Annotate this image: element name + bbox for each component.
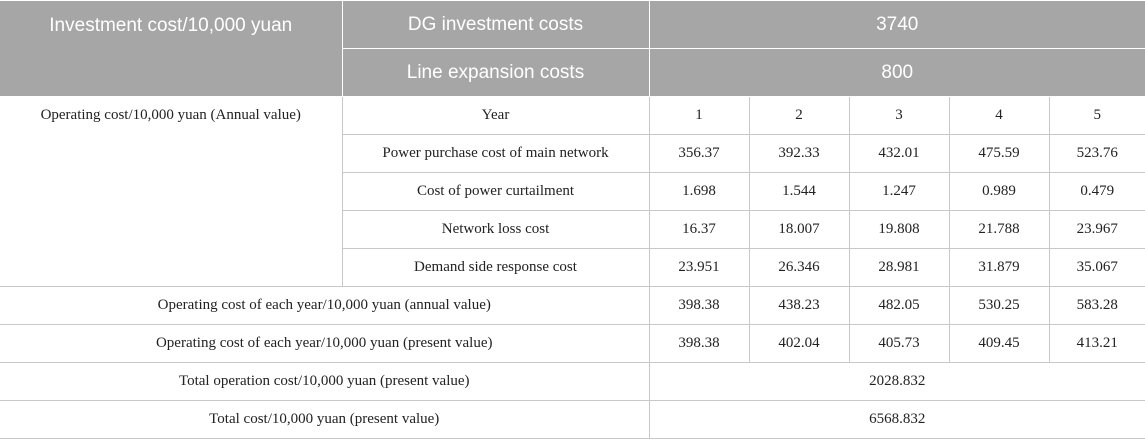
- row-label: Network loss cost: [342, 210, 650, 249]
- header-row-dg: Investment cost/10,000 yuan DG investmen…: [0, 0, 1145, 97]
- total-cost-value: 6568.832: [648, 400, 1145, 439]
- row-label: Operating cost of each year/10,000 yuan …: [0, 286, 650, 325]
- value-cell: 523.76: [1048, 134, 1145, 173]
- value-cell: 438.23: [748, 286, 850, 325]
- year-row: Operating cost/10,000 yuan (Annual value…: [0, 96, 1145, 287]
- table-row: Cost of power curtailment 1.698 1.544 1.…: [0, 172, 1145, 211]
- year-cell: 3: [848, 96, 950, 135]
- total-operation-row: Total operation cost/10,000 yuan (presen…: [0, 362, 1145, 401]
- row-label: Operating cost of each year/10,000 yuan …: [0, 324, 650, 363]
- row-label: Total cost/10,000 yuan (present value): [0, 400, 650, 439]
- row-label: Total operation cost/10,000 yuan (presen…: [0, 362, 650, 401]
- row-label: Cost of power curtailment: [342, 172, 650, 211]
- dg-investment-label: DG investment costs: [341, 0, 650, 49]
- value-cell: 35.067: [1048, 248, 1145, 287]
- value-cell: 1.247: [848, 172, 950, 211]
- year-cell: 2: [748, 96, 850, 135]
- line-expansion-value: 800: [648, 48, 1145, 97]
- annual-total-row: Operating cost of each year/10,000 yuan …: [0, 286, 1145, 325]
- operating-cost-label: Operating cost/10,000 yuan (Annual value…: [0, 96, 343, 287]
- value-cell: 0.989: [948, 172, 1050, 211]
- value-cell: 392.33: [748, 134, 850, 173]
- table-row: Demand side response cost 23.951 26.346 …: [0, 248, 1145, 287]
- present-total-row: Operating cost of each year/10,000 yuan …: [0, 324, 1145, 363]
- value-cell: 398.38: [648, 286, 750, 325]
- value-cell: 482.05: [848, 286, 950, 325]
- value-cell: 0.479: [1048, 172, 1145, 211]
- value-cell: 16.37: [648, 210, 750, 249]
- year-cell: 5: [1048, 96, 1145, 135]
- value-cell: 26.346: [748, 248, 850, 287]
- value-cell: 475.59: [948, 134, 1050, 173]
- line-expansion-label: Line expansion costs: [342, 48, 650, 97]
- value-cell: 19.808: [848, 210, 950, 249]
- value-cell: 405.73: [848, 324, 950, 363]
- total-cost-row: Total cost/10,000 yuan (present value) 6…: [0, 400, 1145, 439]
- value-cell: 1.544: [748, 172, 850, 211]
- value-cell: 21.788: [948, 210, 1050, 249]
- row-label: Demand side response cost: [342, 248, 650, 287]
- table-row: Power purchase cost of main network 356.…: [0, 134, 1145, 173]
- value-cell: 432.01: [848, 134, 950, 173]
- year-cell: 4: [948, 96, 1050, 135]
- table-row: Network loss cost 16.37 18.007 19.808 21…: [0, 210, 1145, 249]
- value-cell: 23.967: [1048, 210, 1145, 249]
- value-cell: 413.21: [1048, 324, 1145, 363]
- value-cell: 409.45: [948, 324, 1050, 363]
- investment-cost-header: Investment cost/10,000 yuan: [0, 0, 343, 97]
- year-label: Year: [341, 96, 650, 135]
- value-cell: 31.879: [948, 248, 1050, 287]
- row-label: Power purchase cost of main network: [342, 134, 650, 173]
- value-cell: 398.38: [648, 324, 750, 363]
- header-row-line: Line expansion costs 800: [0, 48, 1145, 97]
- value-cell: 28.981: [848, 248, 950, 287]
- value-cell: 18.007: [748, 210, 850, 249]
- value-cell: 23.951: [648, 248, 750, 287]
- value-cell: 1.698: [648, 172, 750, 211]
- total-operation-value: 2028.832: [648, 362, 1145, 401]
- value-cell: 583.28: [1048, 286, 1145, 325]
- value-cell: 530.25: [948, 286, 1050, 325]
- value-cell: 356.37: [648, 134, 750, 173]
- dg-investment-value: 3740: [648, 0, 1145, 49]
- value-cell: 402.04: [748, 324, 850, 363]
- year-cell: 1: [648, 96, 750, 135]
